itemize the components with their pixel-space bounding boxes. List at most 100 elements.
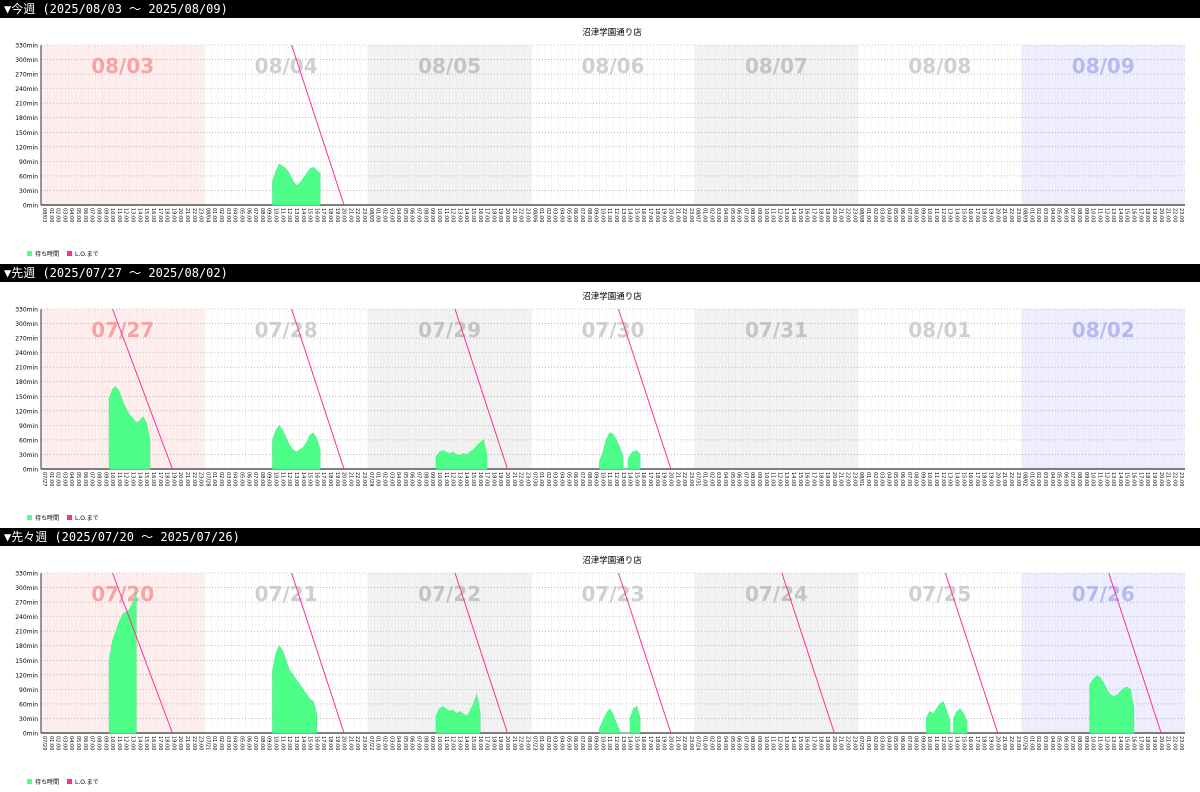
x-tick-label: 18:00: [327, 736, 333, 750]
x-tick-label: 05:00: [75, 736, 81, 750]
y-tick-label: 0min: [23, 467, 38, 474]
wait-time-chart: 沼津学園通り店 0min 30min 60min 90min 120min 150min 18…: [15, 555, 1185, 786]
x-tick-label: 14:00: [627, 208, 633, 222]
x-tick-label: 07/20: [41, 736, 47, 750]
x-tick-label: 22:00: [354, 208, 360, 222]
x-tick-label: 22:00: [1171, 472, 1177, 486]
chart-title: 沼津学園通り店: [582, 291, 642, 302]
x-tick-label: 05:00: [565, 208, 571, 222]
x-tick-label: 09:00: [593, 472, 599, 486]
x-tick-label: 20:00: [504, 472, 510, 486]
day-label: 07/31: [745, 318, 808, 342]
x-tick-label: 05:00: [1056, 208, 1062, 222]
x-tick-label: 16:00: [1131, 472, 1137, 486]
x-tick-label: 23:00: [198, 472, 204, 486]
x-tick-label: 01:00: [702, 736, 708, 750]
x-tick-label: 03:00: [879, 736, 885, 750]
x-tick-label: 07/21: [204, 736, 210, 750]
x-tick-label: 13:00: [783, 472, 789, 486]
x-tick-label: 11:00: [279, 472, 285, 486]
x-tick-label: 13:00: [1110, 472, 1116, 486]
legend-label-wait: 待ち時間: [35, 514, 59, 522]
x-tick-label: 07:00: [416, 472, 422, 486]
x-tick-label: 22:00: [518, 736, 524, 750]
x-tick-label: 07/22: [368, 736, 374, 750]
lo-line: [454, 572, 508, 734]
section-header: ▼今週 (2025/08/03 ～ 2025/08/09): [0, 0, 1200, 18]
x-tick-label: 23:00: [361, 208, 367, 222]
x-tick-label: 09:00: [593, 736, 599, 750]
x-tick-label: 08/06: [531, 208, 537, 222]
y-tick-label: 120min: [15, 144, 38, 151]
day-label: 07/21: [255, 582, 318, 606]
x-tick-label: 23:00: [198, 208, 204, 222]
x-tick-label: 13:00: [293, 208, 299, 222]
x-tick-label: 07/29: [368, 472, 374, 486]
x-tick-label: 14:00: [953, 736, 959, 750]
x-tick-label: 21:00: [184, 736, 190, 750]
day-label: 07/25: [908, 582, 971, 606]
x-tick-label: 13:00: [783, 736, 789, 750]
x-tick-label: 16:00: [804, 472, 810, 486]
y-tick-label: 330min: [15, 43, 38, 50]
x-tick-label: 19:00: [988, 736, 994, 750]
wait-time-area: [108, 386, 151, 470]
x-tick-label: 09:00: [756, 736, 762, 750]
x-tick-label: 13:00: [947, 472, 953, 486]
x-tick-label: 02:00: [55, 472, 61, 486]
x-tick-label: 10:00: [436, 472, 442, 486]
x-tick-label: 19:00: [170, 472, 176, 486]
x-tick-label: 15:00: [633, 736, 639, 750]
x-tick-label: 01:00: [1028, 736, 1034, 750]
x-tick-label: 16:00: [477, 472, 483, 486]
x-tick-label: 16:00: [640, 472, 646, 486]
x-tick-label: 19:00: [988, 472, 994, 486]
x-tick-label: 10:00: [763, 736, 769, 750]
x-tick-label: 08:00: [259, 208, 265, 222]
x-tick-label: 06:00: [899, 736, 905, 750]
x-tick-label: 02:00: [1035, 472, 1041, 486]
x-tick-label: 03:00: [61, 736, 67, 750]
x-tick-label: 16:00: [150, 472, 156, 486]
x-tick-label: 06:00: [1062, 208, 1068, 222]
x-tick-label: 21:00: [347, 208, 353, 222]
x-tick-label: 21:00: [184, 472, 190, 486]
x-tick-label: 09:00: [429, 472, 435, 486]
x-tick-label: 03:00: [1042, 472, 1048, 486]
x-tick-label: 12:00: [940, 472, 946, 486]
x-tick-label: 20:00: [341, 736, 347, 750]
x-tick-label: 17:00: [647, 208, 653, 222]
x-tick-label: 22:00: [1171, 736, 1177, 750]
x-tick-label: 16:00: [313, 472, 319, 486]
x-tick-label: 09:00: [102, 208, 108, 222]
x-tick-label: 17:00: [810, 208, 816, 222]
x-tick-label: 05:00: [402, 208, 408, 222]
x-tick-label: 02:00: [55, 208, 61, 222]
x-tick-label: 16:00: [477, 736, 483, 750]
x-tick-label: 12:00: [450, 472, 456, 486]
x-tick-label: 17:00: [157, 736, 163, 750]
x-tick-label: 12:00: [776, 472, 782, 486]
x-tick-label: 12:00: [286, 472, 292, 486]
y-tick-label: 30min: [19, 188, 38, 195]
x-tick-label: 01:00: [48, 472, 54, 486]
x-tick-label: 11:00: [279, 736, 285, 750]
x-tick-label: 08:00: [1076, 736, 1082, 750]
x-tick-label: 19:00: [661, 208, 667, 222]
wait-time-area: [599, 432, 641, 470]
x-tick-label: 07:00: [416, 736, 422, 750]
x-tick-label: 17:00: [1137, 736, 1143, 750]
x-tick-label: 12:00: [1103, 736, 1109, 750]
legend-swatch-wait: [27, 779, 32, 784]
x-tick-label: 06:00: [82, 472, 88, 486]
x-tick-label: 11:00: [770, 208, 776, 222]
x-tick-label: 08/05: [368, 208, 374, 222]
x-tick-label: 05:00: [565, 472, 571, 486]
x-tick-label: 22:00: [681, 736, 687, 750]
wait-time-area: [1089, 675, 1135, 734]
x-tick-label: 03:00: [552, 208, 558, 222]
wait-time-chart: 沼津学園通り店 0min 30min 60min 90min 120min 150min 18…: [15, 27, 1185, 258]
x-tick-label: 21:00: [1001, 208, 1007, 222]
x-tick-label: 19:00: [988, 208, 994, 222]
x-tick-label: 21:00: [511, 736, 517, 750]
